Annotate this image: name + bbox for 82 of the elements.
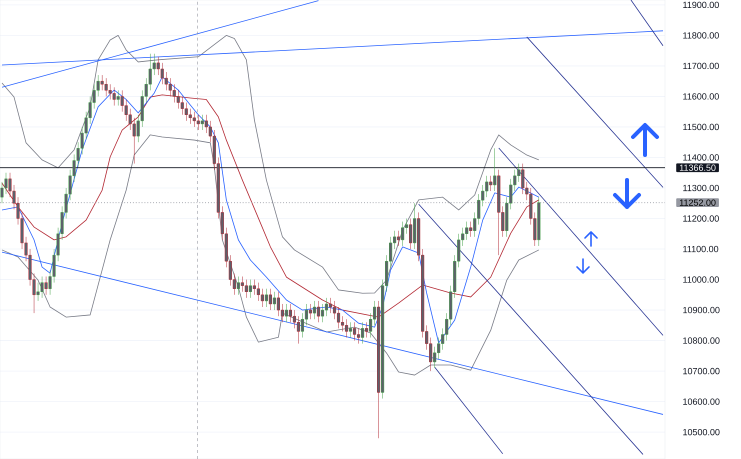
y-tick-label: 11400.00	[683, 154, 719, 161]
y-tick-label: 11300.00	[683, 184, 719, 192]
candlestick	[272, 292, 276, 310]
candlestick	[465, 221, 468, 240]
candlestick	[292, 310, 296, 329]
candlestick	[196, 114, 200, 130]
candlestick	[340, 316, 344, 332]
y-tick-label: 10800.00	[683, 337, 720, 344]
candlestick	[344, 318, 348, 338]
candlestick	[276, 292, 280, 316]
candlestick	[236, 276, 240, 296]
candlestick	[124, 99, 128, 122]
candlestick	[360, 322, 364, 344]
candlestick	[132, 118, 136, 164]
candlestick	[308, 304, 312, 320]
candlestick	[120, 90, 124, 112]
y-tick-label: 11200.00	[683, 215, 719, 222]
y-tick-label: 11000.00	[683, 276, 719, 283]
candlestick	[324, 298, 328, 316]
candlestick	[4, 172, 8, 194]
candlestick	[312, 300, 316, 320]
candlestick	[112, 87, 116, 106]
candlestick	[433, 346, 436, 368]
candlestick	[356, 328, 360, 344]
candlestick	[320, 304, 324, 323]
candlestick	[108, 84, 112, 100]
candlestick	[397, 230, 400, 246]
candlestick	[184, 102, 188, 122]
candlestick	[164, 72, 168, 91]
candlestick	[40, 276, 44, 298]
candlestick	[348, 322, 352, 338]
candlestick	[485, 176, 488, 198]
candlestick	[248, 279, 252, 298]
candlestick	[296, 316, 300, 344]
candlestick	[100, 74, 104, 91]
candlestick	[204, 114, 208, 134]
candlestick	[240, 276, 244, 292]
candlestick	[260, 288, 264, 308]
candlestick	[288, 304, 292, 323]
candlestick	[364, 322, 368, 338]
candlestick	[256, 282, 260, 302]
candlestick	[437, 337, 440, 360]
y-tick-label: 11900.00	[683, 2, 719, 8]
line-series	[2, 35, 540, 294]
candlestick	[268, 288, 272, 310]
candlestick	[401, 221, 404, 246]
candlestick	[316, 300, 320, 323]
candlestick	[104, 78, 108, 97]
candlestick	[300, 312, 304, 338]
candlestick	[192, 111, 196, 128]
candlestick	[489, 176, 492, 192]
candlestick	[160, 62, 164, 84]
candlestick	[409, 218, 412, 250]
line-series	[2, 134, 540, 376]
y-tick-label: 11800.00	[683, 32, 719, 39]
candlestick	[264, 288, 268, 308]
candlestick	[36, 282, 40, 302]
y-tick-label: 11100.00	[683, 246, 718, 252]
y-tick-label: 11700.00	[683, 62, 719, 70]
candlestick	[0, 182, 4, 204]
y-tick-label: 10900.00	[683, 306, 720, 314]
y-tick-label: 10700.00	[683, 368, 720, 374]
candlestick	[328, 298, 332, 314]
candlestick	[116, 90, 120, 106]
y-tick-label: 10500.00	[683, 428, 720, 436]
candlestick	[188, 108, 192, 124]
ref-line-label: 11366.50	[680, 164, 716, 171]
candlestick	[156, 56, 160, 76]
candlestick	[352, 322, 356, 341]
ref-line-label: 11252.00	[680, 199, 716, 206]
candlestick	[284, 304, 288, 323]
candlestick	[537, 196, 540, 246]
y-tick-label: 11600.00	[683, 93, 719, 100]
candlestick	[469, 221, 472, 238]
candlestick	[244, 279, 248, 298]
y-tick-label: 10600.00	[683, 398, 720, 405]
candlestick	[497, 169, 500, 256]
candlestick	[521, 163, 524, 194]
candlestick	[252, 279, 256, 296]
candlestick	[44, 276, 48, 296]
y-tick-label: 11500.00	[683, 124, 719, 130]
candlestick	[200, 114, 204, 130]
